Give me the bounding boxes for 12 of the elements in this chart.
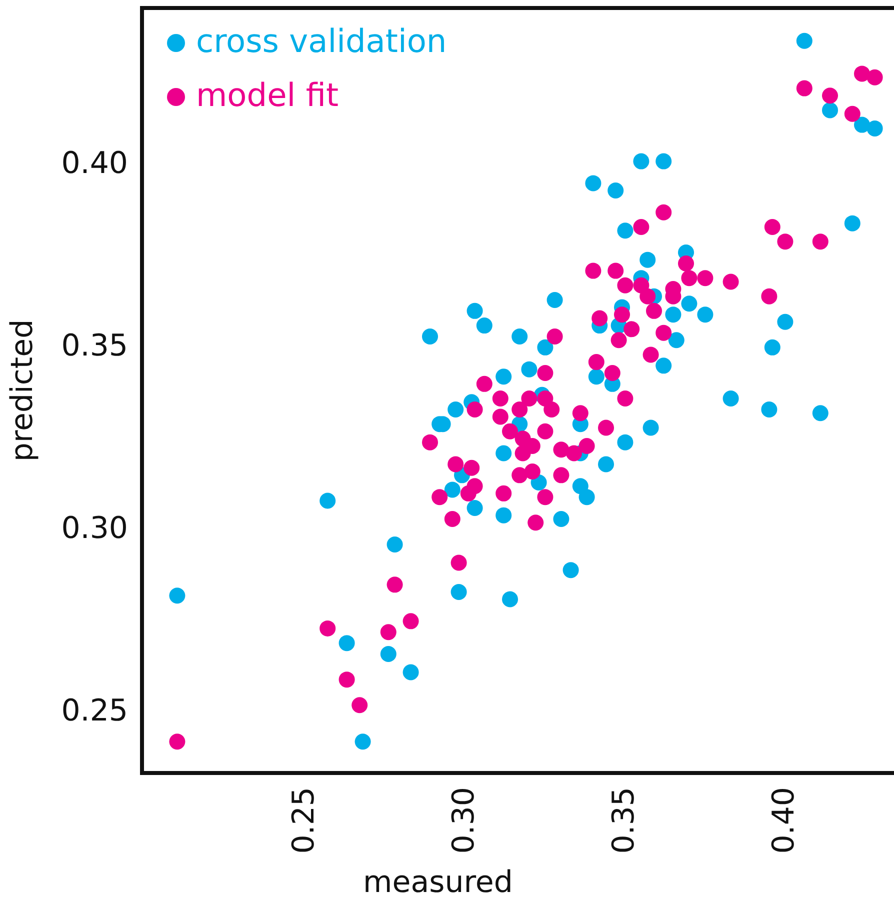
y-tick-label: 0.35: [61, 328, 128, 364]
x-tick-label: 0.30: [446, 787, 482, 854]
x-tick-label: 0.40: [766, 787, 802, 854]
y-tick-label: 0.25: [61, 694, 128, 729]
x-tick-label: 0.35: [606, 787, 642, 854]
y-tick-label: 0.30: [61, 511, 128, 546]
y-tick-label: 0.40: [61, 146, 128, 182]
x-tick-label: 0.25: [286, 787, 322, 854]
legend-label: model fit: [196, 76, 339, 114]
x-axis-title: measured: [363, 865, 513, 900]
legend-label: cross validation: [196, 22, 447, 60]
y-axis-title: predicted: [5, 319, 40, 462]
